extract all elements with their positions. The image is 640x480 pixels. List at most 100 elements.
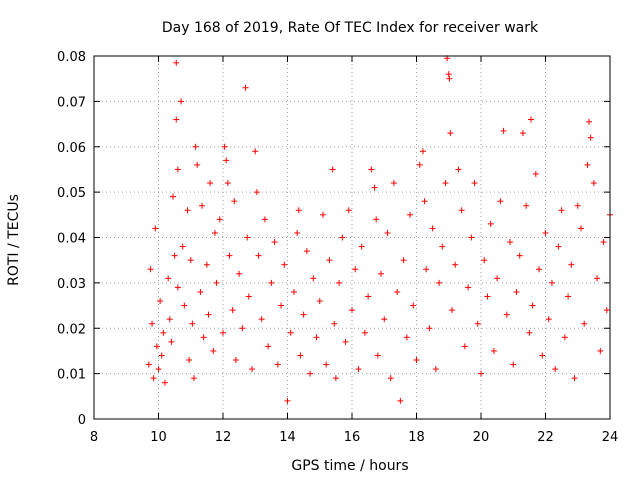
data-point: [319, 211, 326, 218]
data-point: [278, 302, 285, 309]
data-point: [471, 180, 478, 187]
data-point: [474, 320, 481, 327]
data-point: [187, 257, 194, 264]
data-point: [310, 275, 317, 282]
data-point: [436, 279, 443, 286]
data-point: [199, 202, 206, 209]
data-point: [603, 307, 610, 314]
x-tick-label: 12: [215, 430, 232, 445]
data-point: [503, 311, 510, 318]
data-point: [226, 252, 233, 259]
data-point: [539, 352, 546, 359]
data-point: [339, 234, 346, 241]
y-tick-label: 0.04: [57, 232, 86, 247]
data-point: [245, 293, 252, 300]
data-point: [558, 207, 565, 214]
data-point: [249, 366, 256, 373]
data-point: [274, 361, 281, 368]
data-point: [300, 311, 307, 318]
data-point: [155, 366, 162, 373]
data-point: [519, 130, 526, 137]
data-point: [403, 334, 410, 341]
data-point: [265, 343, 272, 350]
x-tick-label: 14: [279, 430, 296, 445]
data-point: [555, 243, 562, 250]
data-point: [261, 216, 268, 223]
data-point: [526, 329, 533, 336]
data-point: [452, 261, 459, 268]
grid-lines: [94, 56, 610, 419]
data-point: [373, 216, 380, 223]
data-point: [349, 307, 355, 314]
data-point: [378, 270, 385, 277]
data-point: [252, 148, 259, 155]
data-point: [205, 311, 212, 318]
data-point: [326, 257, 333, 264]
data-point: [507, 239, 514, 246]
data-point: [271, 239, 278, 246]
data-point: [179, 243, 186, 250]
data-point: [213, 279, 220, 286]
data-point: [220, 329, 226, 336]
data-point: [584, 161, 591, 168]
y-tick-label: 0.05: [57, 186, 86, 201]
data-points: [145, 55, 613, 404]
x-tick-label: 8: [90, 430, 98, 445]
data-point: [548, 279, 555, 286]
x-tick-label: 22: [537, 430, 554, 445]
data-point: [490, 347, 497, 354]
data-point: [497, 198, 504, 205]
data-point: [223, 157, 230, 164]
data-point: [510, 361, 517, 368]
data-point: [426, 325, 433, 332]
data-point: [410, 302, 417, 309]
data-point: [421, 198, 428, 205]
data-point: [331, 320, 338, 327]
data-point: [194, 161, 201, 168]
data-point: [229, 307, 236, 314]
y-tick-label: 0.01: [57, 368, 86, 383]
data-point: [258, 316, 265, 323]
data-point: [455, 166, 462, 173]
data-point: [523, 202, 530, 209]
data-point: [542, 229, 549, 236]
x-tick-label: 10: [150, 430, 167, 445]
data-point: [568, 261, 575, 268]
data-point: [303, 248, 310, 255]
data-point: [313, 334, 320, 341]
data-point: [374, 352, 381, 359]
data-point: [255, 252, 262, 259]
x-axis-label: GPS time / hours: [291, 458, 408, 474]
data-point: [332, 375, 339, 382]
data-point: [429, 225, 436, 232]
data-point: [439, 243, 446, 250]
data-point: [178, 98, 185, 105]
data-point: [239, 325, 246, 332]
data-point: [597, 347, 604, 354]
y-axis-label: ROTI / TECUs: [6, 194, 22, 286]
data-point: [207, 180, 214, 187]
data-point: [231, 198, 238, 205]
data-point: [581, 320, 588, 327]
data-point: [577, 225, 584, 232]
y-tick-label: 0: [78, 413, 86, 428]
x-tick-label: 24: [602, 430, 619, 445]
data-point: [173, 59, 180, 66]
data-point: [574, 202, 581, 209]
data-point: [287, 329, 294, 336]
data-point: [145, 361, 152, 368]
data-point: [371, 184, 378, 191]
data-point: [352, 266, 359, 273]
data-point: [171, 252, 178, 259]
data-point: [387, 375, 394, 382]
data-point: [545, 316, 552, 323]
data-point: [153, 343, 160, 350]
data-point: [253, 189, 260, 196]
data-point: [571, 375, 578, 382]
data-point: [590, 180, 597, 187]
data-point: [561, 334, 568, 341]
x-tick-label: 18: [408, 430, 425, 445]
data-point: [494, 275, 501, 282]
data-point: [355, 366, 362, 373]
y-tick-label: 0.08: [57, 50, 86, 65]
